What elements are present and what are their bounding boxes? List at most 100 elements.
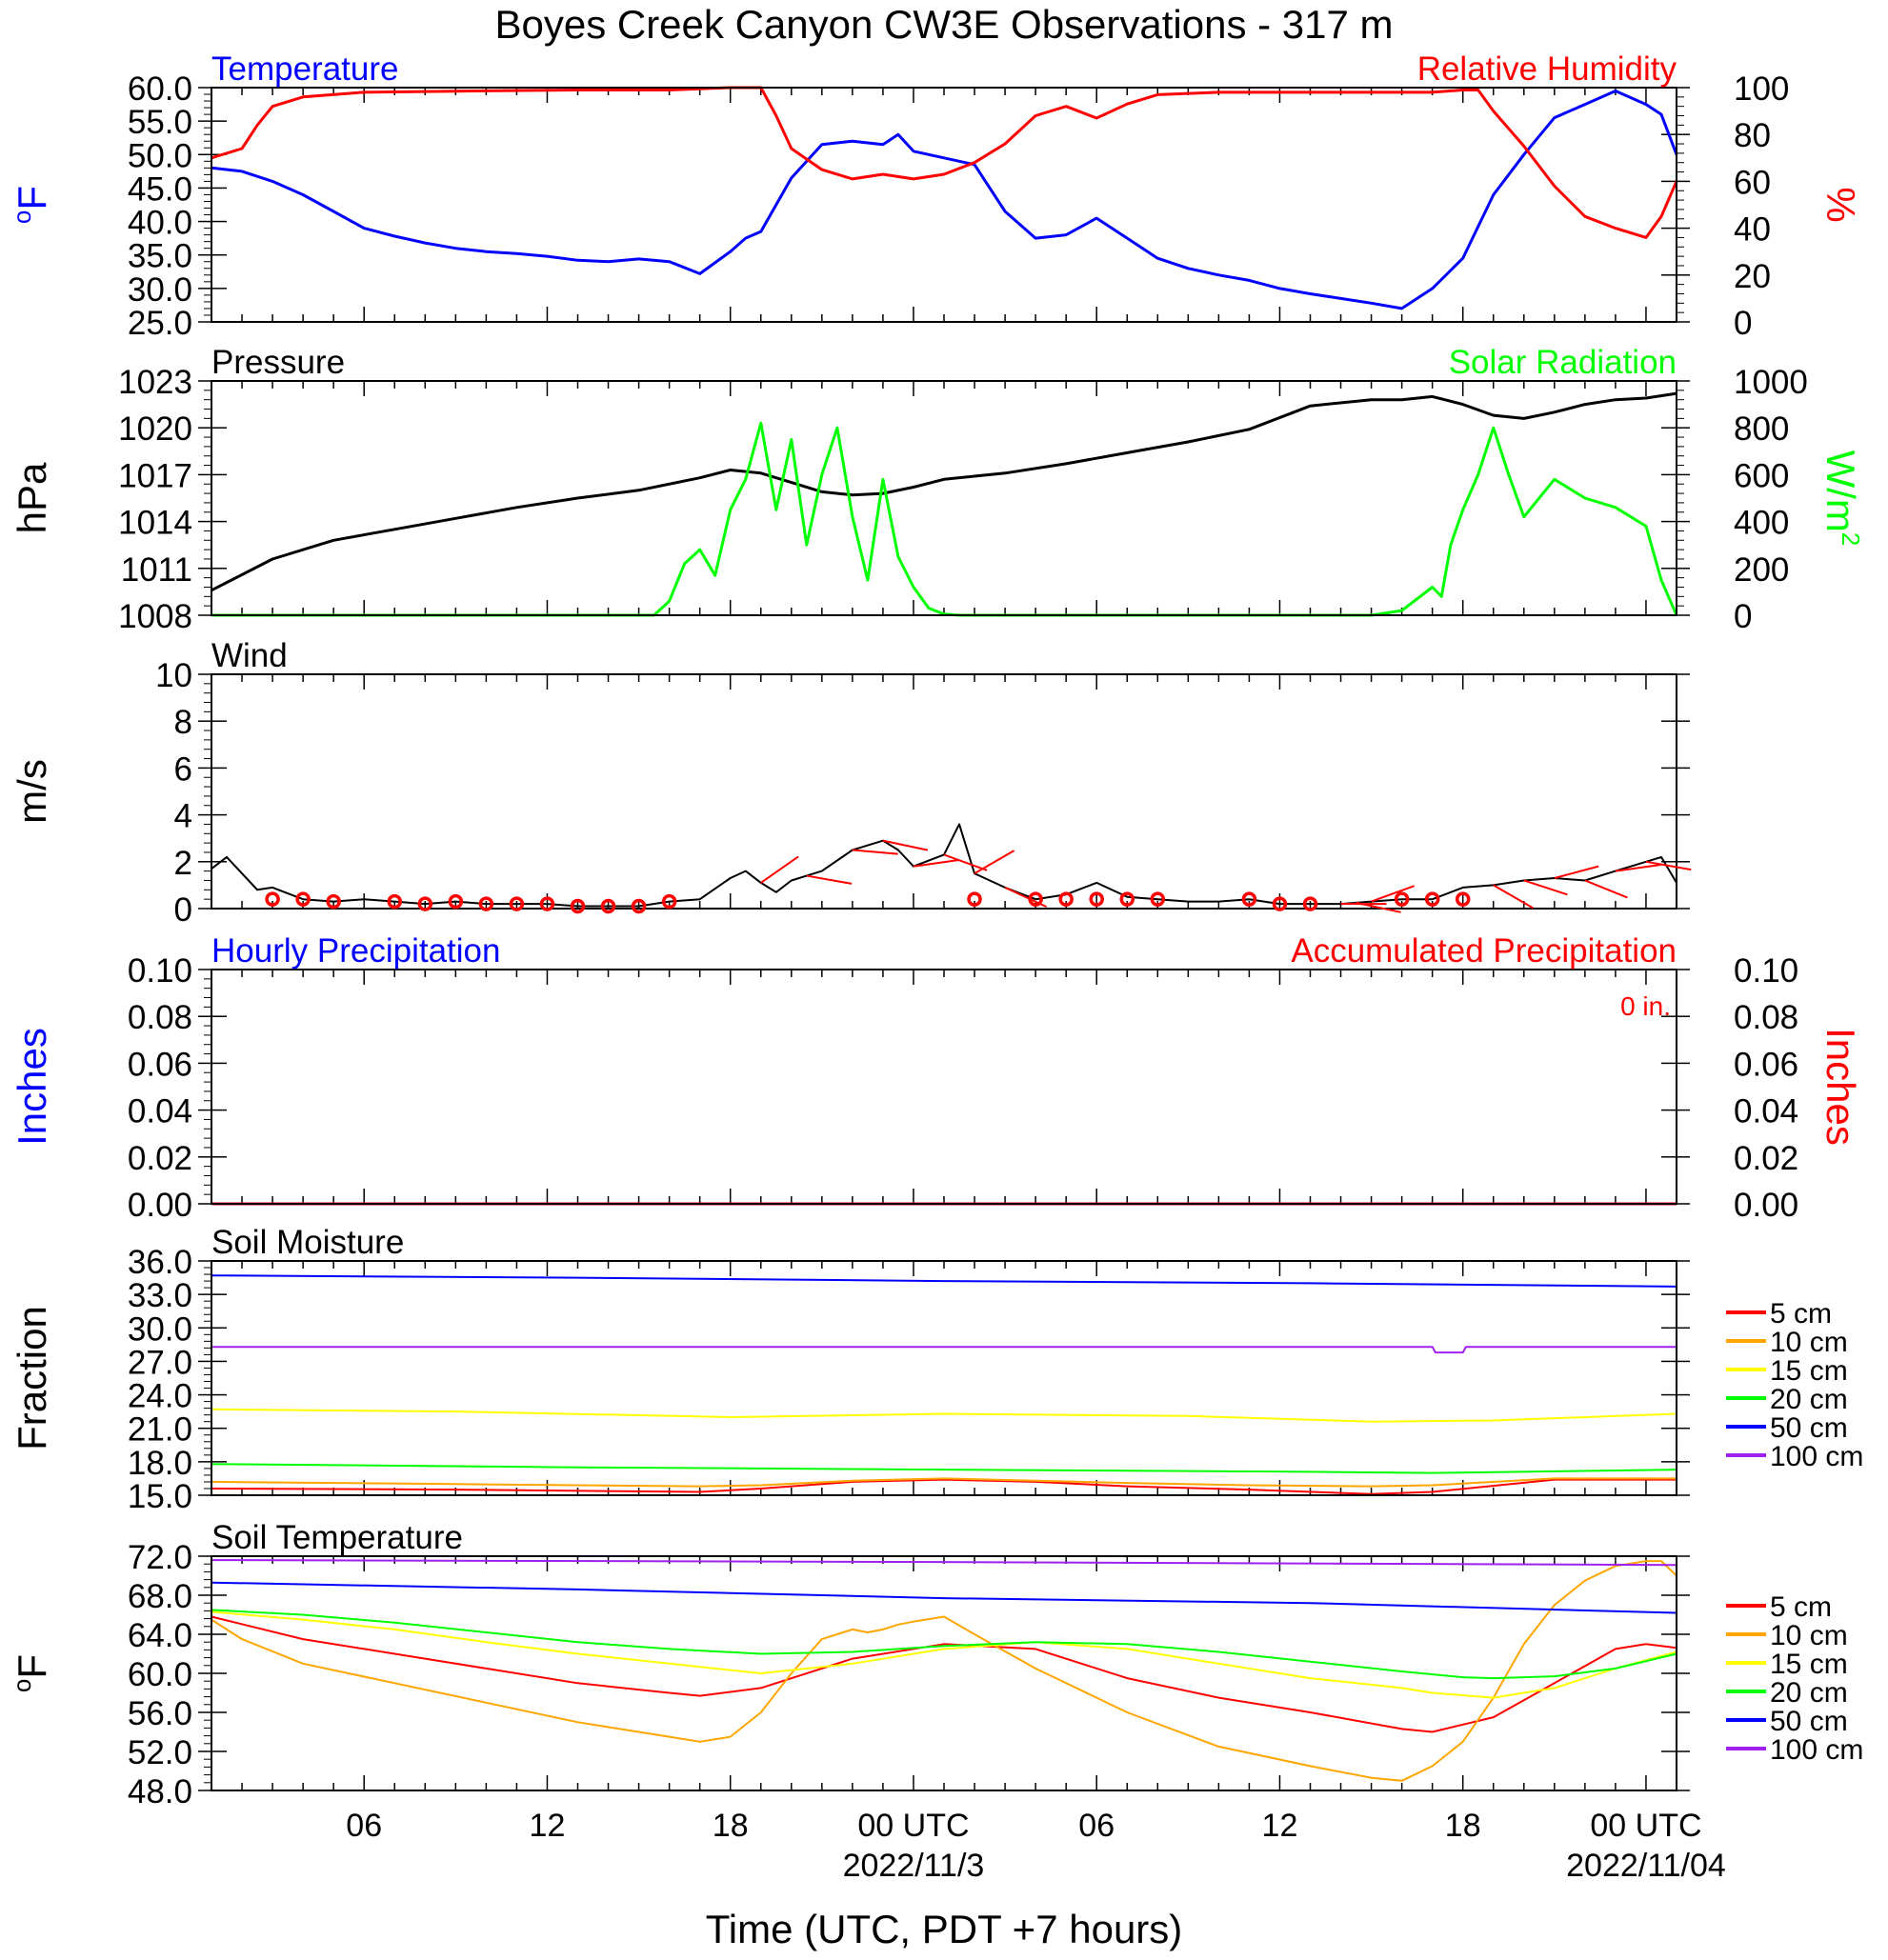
wind-calm-circle [600, 898, 616, 914]
panel-title-left: Soil Moisture [211, 1224, 404, 1261]
y-axis-label-left: oF [8, 1654, 54, 1692]
x-tick-label: 06 [346, 1808, 382, 1844]
legend-label: 15 cm [1770, 1649, 1848, 1680]
y-right-tick-label: 0 [1734, 598, 1752, 635]
wind-calm-circle [1424, 891, 1440, 907]
series-line-pressure [211, 391, 1677, 592]
panel-frame [211, 1555, 1677, 1791]
legend-label: 50 cm [1770, 1412, 1848, 1444]
y-tick-label: 1023 [118, 364, 192, 401]
y-tick-label: 0.02 [128, 1140, 192, 1177]
series-line-100-cm [211, 1559, 1677, 1567]
y-tick-label: 68.0 [128, 1578, 192, 1615]
wind-calm-circle [570, 898, 586, 914]
wind-calm-circle [539, 896, 555, 911]
series-line-15-cm [211, 1610, 1677, 1699]
y-right-tick-label: 400 [1734, 505, 1789, 542]
wind-barb [1523, 879, 1568, 896]
wind-calm-circle [265, 891, 280, 907]
y-tick-label: 33.0 [128, 1277, 192, 1314]
wind-calm-circle [387, 893, 402, 910]
series-line-15-cm [211, 1408, 1677, 1423]
y-tick-label: 36.0 [128, 1244, 192, 1281]
panel-frame [211, 380, 1677, 616]
x-tick-label: 12 [530, 1808, 566, 1844]
series-line-temperature [211, 90, 1678, 310]
y-tick-label: 48.0 [128, 1773, 192, 1810]
y-tick-label: 6 [174, 750, 192, 788]
page-title: Boyes Creek Canyon CW3E Observations - 3… [494, 2, 1393, 47]
y-axis-label-left: Inches [10, 1028, 54, 1146]
series-line-5-cm [211, 1615, 1677, 1733]
y-axis-label-right: W/m2 [1818, 450, 1865, 547]
wind-calm-circle [661, 893, 677, 910]
y-tick-label: 0.06 [128, 1046, 192, 1083]
y-axis-label-left: m/s [10, 759, 54, 824]
series-line-relative-humidity [211, 86, 1678, 239]
y-tick-label: 50.0 [128, 137, 192, 174]
y-tick-label: 1017 [118, 457, 192, 494]
wind-calm-circle [631, 898, 647, 914]
wind-barb [852, 849, 898, 855]
y-tick-label: 1011 [121, 551, 192, 589]
series-line-wind [211, 823, 1677, 908]
x-tick-label: 18 [713, 1808, 749, 1844]
x-tick-label: 00 UTC [1590, 1808, 1701, 1844]
wind-calm-circle [1272, 896, 1288, 911]
panel-title-right: Solar Radiation [1449, 344, 1677, 381]
series-line-10-cm [211, 1560, 1677, 1782]
panel-title-left: Pressure [211, 344, 345, 381]
wind-barb [1371, 885, 1416, 903]
legend-label: 15 cm [1770, 1355, 1848, 1387]
y-tick-label: 60.0 [128, 70, 192, 108]
y-tick-label: 55.0 [128, 104, 192, 141]
y-tick-label: 30.0 [128, 271, 192, 309]
wind-calm-circle [1089, 891, 1104, 907]
y-tick-label: 0.08 [128, 999, 192, 1036]
wind-barb [806, 874, 853, 885]
y-right-tick-label: 40 [1734, 211, 1771, 249]
wind-calm-circle [417, 896, 433, 911]
x-tick-label: 18 [1445, 1808, 1481, 1844]
x-tick-label: 06 [1078, 1808, 1115, 1844]
wind-barb [943, 853, 988, 871]
x-axis-label: Time (UTC, PDT +7 hours) [706, 1907, 1183, 1951]
wind-barb [1615, 863, 1661, 872]
panel-frame [211, 87, 1677, 323]
panel-title-left: Hourly Precipitation [211, 932, 500, 970]
wind-calm-circle [967, 891, 982, 907]
x-tick-label: 12 [1262, 1808, 1298, 1844]
legend-label: 5 cm [1770, 1298, 1832, 1330]
wind-calm-circle [1394, 891, 1410, 907]
y-right-tick-label: 0 [1734, 305, 1752, 342]
y-axis-label-right: Inches [1818, 1028, 1863, 1146]
y-axis-label-left: hPa [10, 462, 54, 533]
panel-frame [211, 969, 1677, 1205]
series-line-100-cm [211, 1346, 1677, 1354]
legend-label: 20 cm [1770, 1677, 1848, 1709]
legend-label: 10 cm [1770, 1327, 1848, 1358]
legend-label: 100 cm [1770, 1441, 1863, 1472]
y-tick-label: 10 [155, 657, 192, 694]
y-right-tick-label: 0.08 [1734, 999, 1798, 1036]
panel-title-left: Wind [211, 637, 288, 674]
y-tick-label: 1020 [118, 410, 192, 448]
x-tick-label: 00 UTC [857, 1808, 969, 1844]
wind-barb [760, 855, 799, 884]
y-right-tick-label: 200 [1734, 551, 1789, 589]
y-axis-label-left: Fraction [10, 1306, 54, 1450]
y-tick-label: 56.0 [128, 1695, 192, 1732]
wind-calm-circle [509, 896, 525, 911]
panel-title-left: Temperature [211, 50, 398, 88]
wind-barb [913, 859, 959, 868]
y-tick-label: 1008 [118, 598, 192, 635]
series-line-50-cm [211, 1274, 1677, 1288]
y-tick-label: 64.0 [128, 1617, 192, 1654]
x-date-label: 2022/11/3 [843, 1848, 985, 1884]
y-tick-label: 25.0 [128, 305, 192, 342]
wind-barb [1584, 879, 1628, 899]
y-tick-label: 60.0 [128, 1656, 192, 1693]
y-tick-label: 27.0 [128, 1344, 192, 1381]
wind-barb [1493, 884, 1534, 910]
